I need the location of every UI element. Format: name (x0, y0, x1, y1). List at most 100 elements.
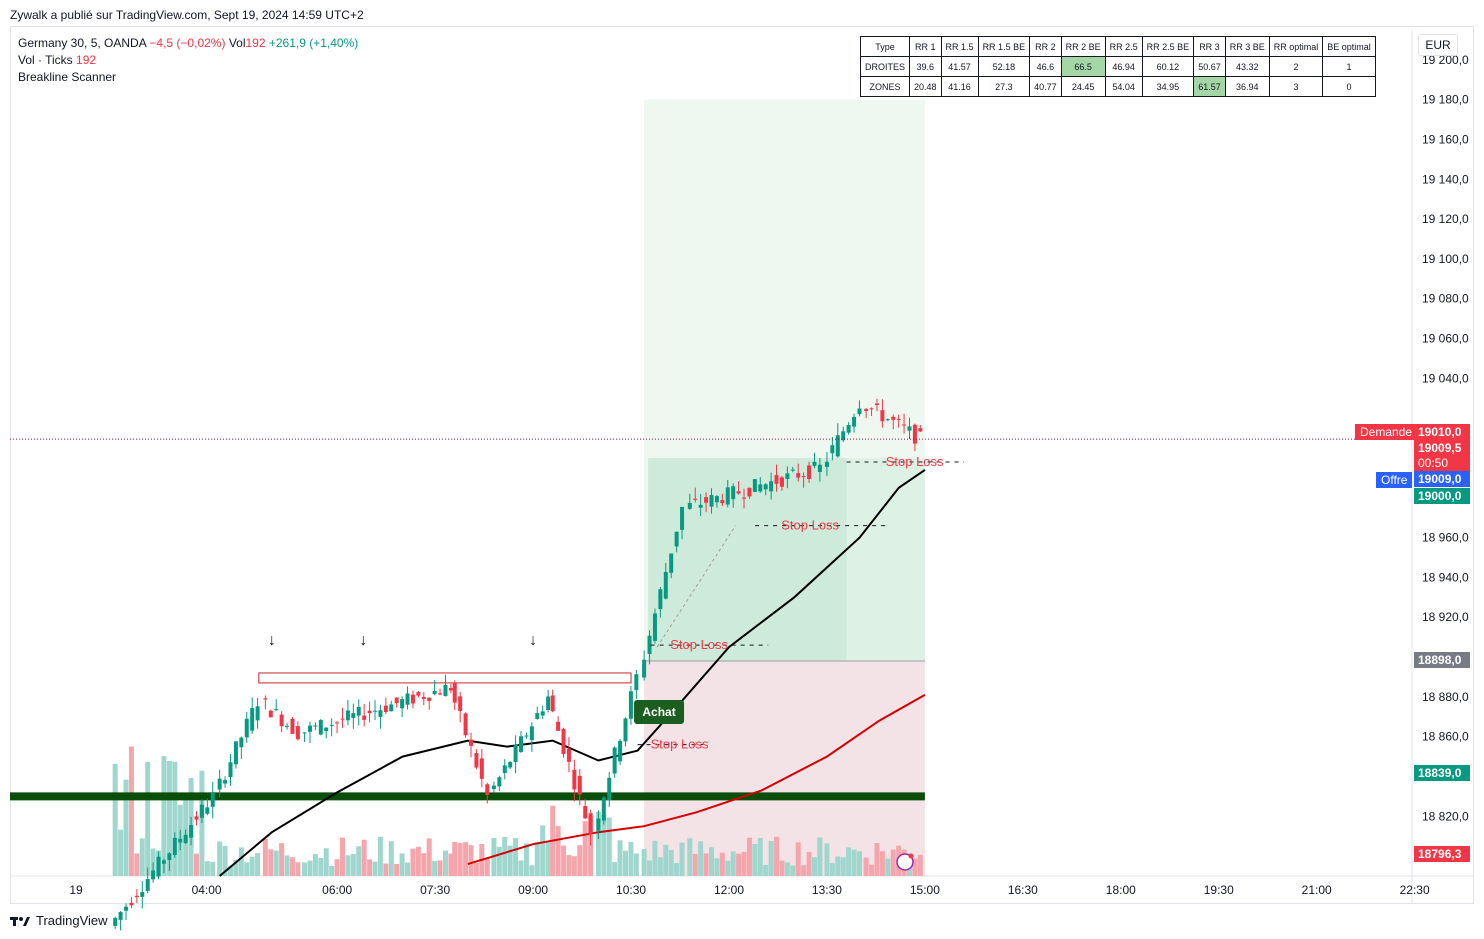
ticks-line[interactable]: Vol · Ticks 192 (18, 52, 358, 69)
candle-body (274, 709, 279, 711)
volume-bar (273, 850, 279, 876)
volume-bar (457, 843, 463, 876)
volume-bar (289, 857, 295, 876)
price-change: −4,5 (−0,02%) (149, 36, 226, 50)
volume-bar (361, 839, 367, 876)
stats-cell: 36.94 (1224, 76, 1270, 97)
volume-bar (432, 860, 438, 876)
volume-bar (118, 829, 124, 876)
volume-bar (145, 762, 151, 876)
candle-body (113, 917, 118, 926)
candle-body (290, 718, 295, 734)
candle-body (479, 758, 484, 779)
publisher-line: Zywalk a publié sur TradingView.com, Sep… (10, 8, 364, 22)
candle-body (725, 487, 730, 505)
stats-row: ZONES 20.48 41.16 27.3 40.77 24.45 54.04 34.95 6… (859, 76, 1376, 97)
stats-header-cell: RR 1.5 (940, 36, 979, 57)
time-tick-label: 19 (69, 883, 83, 897)
candle-body (896, 418, 901, 420)
candle-body (223, 780, 228, 784)
candle-body (474, 753, 479, 768)
candle-body (540, 711, 545, 716)
candle-body (468, 739, 473, 746)
volume-bar (405, 862, 411, 876)
currency-button[interactable]: EUR (1418, 34, 1458, 56)
candle-body (891, 416, 896, 420)
volume-bar (606, 817, 612, 876)
candle-body (329, 724, 334, 726)
time-tick-label: 13:30 (812, 883, 842, 897)
volume-bar (233, 859, 239, 876)
candle-body (362, 715, 367, 720)
stats-cell: DROITES (859, 56, 911, 77)
candle-body (205, 807, 210, 814)
moving-average-red (467, 694, 926, 866)
breakout-range-box (258, 672, 632, 684)
candle-body (902, 424, 907, 426)
symbol-line[interactable]: Germany 30, 5, OANDA −4,5 (−0,02%) Vol19… (18, 35, 358, 52)
logo-text: TradingView (36, 913, 108, 928)
volume-bar (851, 849, 857, 876)
volume-bar (448, 853, 454, 876)
last-price-badge: 19009,5 (1414, 440, 1470, 456)
candle-body (674, 531, 679, 547)
volume-bar (329, 865, 335, 876)
candle-body (373, 710, 378, 712)
volume-bar (394, 863, 400, 876)
volume-bar (134, 853, 140, 876)
volume-bar (350, 853, 356, 876)
volume-bar (227, 865, 233, 876)
volume-bar (339, 837, 345, 876)
time-tick-label: 04:00 (192, 883, 222, 897)
volume-bar (123, 779, 129, 876)
chart-frame[interactable] (10, 26, 1474, 904)
volume-bar (302, 862, 308, 876)
volume-bar (473, 863, 479, 876)
stats-header-cell: RR 1.5 BE (977, 36, 1031, 57)
volume-bar (571, 856, 577, 876)
candle-body (618, 740, 623, 762)
volume-bar (633, 853, 639, 876)
candle-body (747, 487, 752, 497)
price-tick-label: 19 100,0 (1422, 252, 1469, 266)
candle-body (508, 762, 513, 768)
candle-body (566, 748, 571, 762)
stats-cell: 34.95 (1141, 76, 1195, 97)
indicator-line[interactable]: Breakline Scanner (18, 70, 117, 84)
candle-body (869, 408, 874, 410)
candle-body (535, 713, 540, 719)
volume-bar (856, 851, 862, 876)
volume-bar (741, 851, 747, 876)
candle-body (720, 500, 725, 504)
candle-body (502, 765, 507, 774)
candle-body (846, 424, 851, 433)
volume-bar (112, 763, 118, 876)
ma-price-badge: 18796,3 (1414, 846, 1470, 862)
volume-bar (244, 862, 250, 876)
candle-body (736, 491, 741, 494)
volume-bar (811, 857, 817, 876)
candle-body (801, 476, 806, 478)
volume-bar (768, 841, 774, 876)
tradingview-logo[interactable]: TradingView (10, 913, 108, 928)
volume-bar (601, 814, 607, 876)
price-tick-label: 19 080,0 (1422, 292, 1469, 306)
candle-body (785, 473, 790, 479)
candle-body (199, 804, 204, 818)
volume-bar (426, 838, 432, 876)
candle-body (161, 860, 166, 864)
volume-bar (388, 841, 394, 876)
candle-body (652, 613, 657, 641)
stats-cell: 1 (1322, 56, 1376, 77)
achat-label: Achat (642, 705, 675, 719)
symbol-name[interactable]: Germany 30, 5, OANDA (18, 36, 147, 50)
vol-change: +261,9 (+1,40%) (268, 36, 359, 50)
volume-bar (128, 746, 134, 876)
stats-cell: 46.6 (1029, 56, 1062, 77)
candle-body (378, 710, 383, 717)
candle-body (448, 687, 453, 691)
time-tick-label: 07:30 (420, 883, 450, 897)
stats-header-cell: RR optimal (1268, 36, 1324, 57)
candle-body (427, 697, 432, 701)
